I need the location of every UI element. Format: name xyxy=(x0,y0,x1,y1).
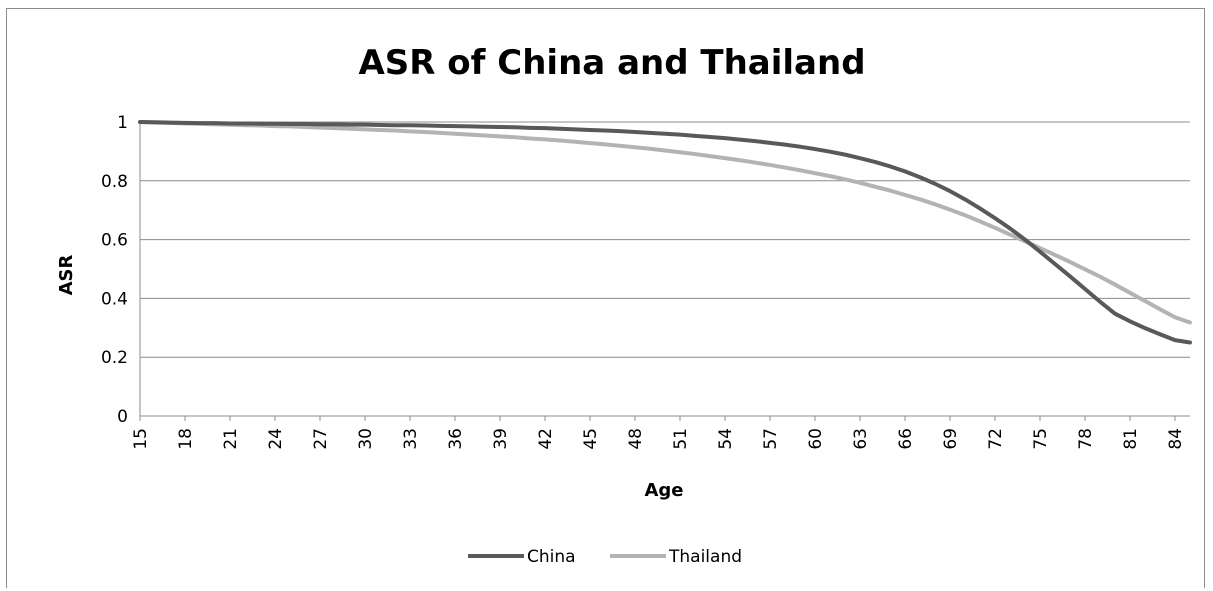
x-tick-label: 21 xyxy=(221,428,241,450)
x-tick-label: 66 xyxy=(896,428,916,450)
y-tick-label: 0.4 xyxy=(101,289,128,309)
legend-label-china: China xyxy=(527,547,576,567)
series-line-thailand xyxy=(138,120,1192,325)
y-tick-label: 0.6 xyxy=(101,231,128,251)
y-tick-label: 0.2 xyxy=(101,348,128,368)
x-tick-label: 51 xyxy=(671,428,691,450)
gridlines xyxy=(140,121,1190,358)
y-axis-title: ASR xyxy=(56,254,77,295)
x-tick-label: 54 xyxy=(716,428,736,450)
x-tick-label: 69 xyxy=(941,428,961,450)
x-tick-label: 39 xyxy=(491,428,511,450)
x-tick-label: 45 xyxy=(581,428,601,450)
x-tick-label: 36 xyxy=(446,428,466,450)
series-lines xyxy=(138,120,1192,345)
x-tick-labels: 15 18 21 24 27 30 33 36 39 42 45 48 51 54 57 60 63 66 69 72… xyxy=(131,428,1186,450)
chart-title: ASR of China and Thailand xyxy=(358,43,865,83)
x-tick-label: 72 xyxy=(986,428,1006,450)
x-tick-label: 30 xyxy=(356,428,376,450)
y-tick-label: 1 xyxy=(117,113,128,133)
x-tick-label: 57 xyxy=(761,428,781,450)
x-tick-label: 42 xyxy=(536,428,556,450)
y-tick-label: 0.8 xyxy=(101,172,128,192)
x-tick-label: 60 xyxy=(806,428,826,450)
x-tick-label: 18 xyxy=(176,428,196,450)
x-tick-label: 27 xyxy=(311,428,331,450)
x-axis-title: Age xyxy=(644,480,683,501)
x-tick-label: 81 xyxy=(1121,428,1141,450)
x-tick-label: 63 xyxy=(851,428,871,450)
x-tick-label: 48 xyxy=(626,428,646,450)
x-tick-label: 15 xyxy=(131,428,151,450)
x-tick-label: 78 xyxy=(1076,428,1096,450)
x-tick-label: 33 xyxy=(401,428,421,450)
x-tick-label: 75 xyxy=(1031,428,1051,450)
y-tick-label: 0 xyxy=(117,407,128,427)
x-tick-label: 84 xyxy=(1166,428,1186,450)
x-tick-label: 24 xyxy=(266,428,286,450)
legend: China Thailand xyxy=(468,547,742,567)
y-tick-labels: 0 0.2 0.4 0.6 0.8 1 xyxy=(101,113,128,427)
axes xyxy=(139,122,1190,421)
legend-label-thailand: Thailand xyxy=(668,547,742,567)
series-line-china xyxy=(138,120,1192,345)
